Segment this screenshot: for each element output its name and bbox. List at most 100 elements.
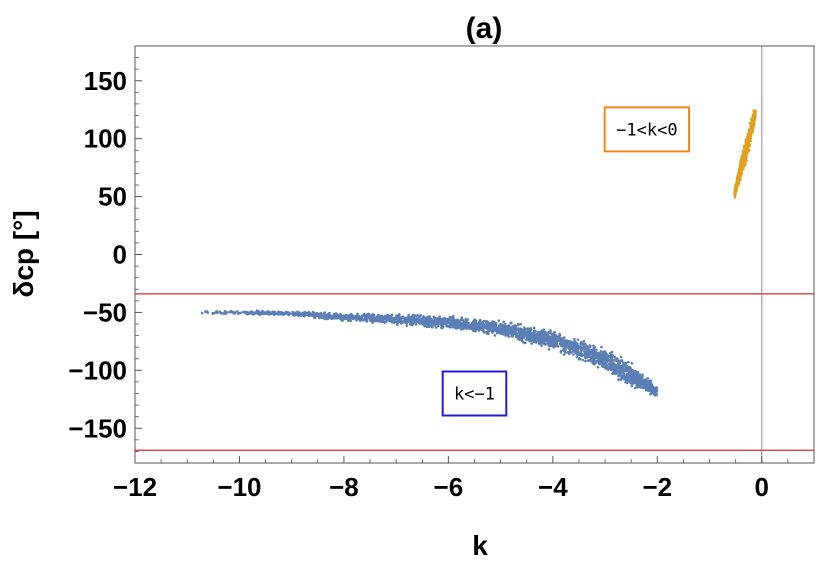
data-point — [612, 368, 616, 372]
data-point — [528, 331, 531, 334]
data-point — [425, 321, 429, 325]
data-point — [408, 318, 412, 322]
data-point — [360, 318, 363, 322]
data-point — [554, 338, 558, 341]
data-point — [515, 327, 518, 331]
y-tick-label: −50 — [83, 297, 127, 327]
data-point — [734, 189, 738, 193]
data-point — [737, 168, 741, 171]
data-point — [502, 320, 506, 324]
data-point — [496, 328, 499, 331]
data-point — [530, 335, 533, 339]
data-point — [479, 325, 482, 329]
data-point — [597, 354, 600, 358]
data-point — [435, 321, 439, 324]
data-point — [650, 391, 653, 395]
data-point — [379, 319, 382, 323]
data-point — [517, 323, 520, 327]
data-point — [532, 326, 536, 330]
data-point — [571, 347, 575, 351]
data-point — [594, 356, 598, 360]
data-point — [564, 348, 567, 352]
annotation-text: k<−1 — [454, 385, 495, 405]
data-point — [337, 314, 340, 317]
data-point — [438, 315, 442, 319]
data-point — [396, 317, 399, 321]
data-point — [382, 320, 386, 323]
data-point — [572, 343, 576, 346]
data-point — [226, 311, 229, 314]
data-point — [618, 370, 621, 373]
data-point — [562, 353, 566, 356]
data-point — [332, 312, 336, 316]
data-point — [747, 136, 750, 140]
data-point — [405, 324, 409, 328]
data-point — [490, 323, 494, 326]
data-point — [371, 313, 374, 316]
data-point — [595, 348, 598, 352]
data-point — [488, 322, 491, 326]
data-point — [588, 355, 591, 358]
data-point — [471, 327, 475, 331]
data-point — [605, 355, 608, 359]
annotation-text: −1<k<0 — [616, 120, 677, 140]
data-point — [752, 109, 755, 113]
reference-lines — [135, 46, 814, 463]
data-point — [457, 324, 461, 327]
data-point — [610, 366, 614, 370]
data-point — [389, 318, 392, 322]
data-point — [605, 360, 609, 363]
y-tick-label: 0 — [113, 240, 127, 270]
data-point — [484, 326, 488, 330]
data-point — [584, 355, 588, 359]
data-point — [335, 314, 338, 317]
data-point — [574, 350, 577, 354]
data-point — [384, 320, 388, 323]
data-point — [625, 375, 628, 379]
annotations: −1<k<0 k<−1 — [441, 106, 691, 417]
data-point — [557, 338, 560, 342]
data-point — [364, 317, 367, 320]
data-point — [501, 328, 505, 332]
data-point — [347, 319, 350, 323]
data-point — [620, 377, 623, 381]
data-point — [615, 371, 619, 374]
data-point — [504, 329, 507, 333]
data-point — [568, 340, 572, 343]
data-point — [603, 352, 606, 356]
data-point — [255, 311, 259, 315]
data-point — [376, 314, 380, 317]
data-point — [546, 336, 550, 340]
data-point — [522, 328, 526, 332]
data-point — [503, 332, 506, 335]
data-point — [427, 318, 431, 321]
data-point — [383, 315, 387, 319]
data-point — [396, 314, 400, 318]
data-point — [510, 321, 513, 325]
data-point — [749, 129, 753, 133]
data-point — [398, 319, 402, 322]
data-point — [532, 339, 535, 343]
data-point — [617, 367, 620, 370]
data-point — [349, 319, 353, 323]
data-point — [539, 331, 543, 334]
data-point — [261, 310, 265, 314]
data-point — [295, 313, 298, 316]
series-k-between-minus-1-and-0 — [733, 109, 757, 199]
data-point — [432, 321, 435, 325]
data-point — [266, 310, 270, 313]
data-point — [329, 314, 333, 318]
data-point — [539, 336, 542, 339]
data-point — [287, 311, 291, 314]
data-point — [405, 321, 409, 325]
data-point — [562, 343, 565, 347]
data-point — [224, 310, 227, 313]
data-point — [504, 323, 507, 326]
data-point — [584, 350, 588, 353]
data-point — [559, 341, 562, 344]
y-tick-label: −100 — [68, 355, 127, 385]
data-point — [411, 323, 414, 327]
data-point — [573, 337, 576, 341]
data-point — [448, 325, 452, 329]
data-point — [745, 159, 748, 163]
